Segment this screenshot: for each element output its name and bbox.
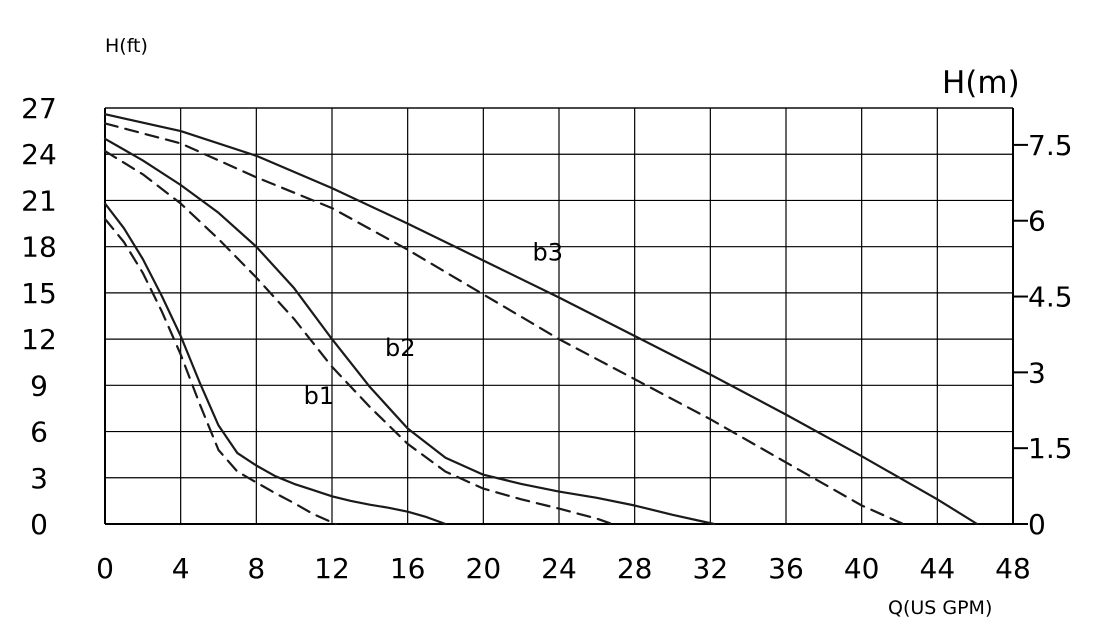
curve-b3-solid	[103, 113, 979, 526]
curve-b2-dashed	[103, 150, 614, 526]
y-left-tick-label: 6	[30, 416, 48, 449]
y-left-tick-label: 3	[30, 462, 48, 495]
x-tick-label: 4	[172, 552, 190, 585]
curve-b2-solid	[103, 137, 716, 526]
y-left-axis-title: H(ft)	[105, 35, 148, 57]
x-tick-label: 36	[768, 552, 804, 585]
y-right-axis-title: H(m)	[942, 65, 1020, 101]
plot-frame	[104, 107, 1014, 525]
x-tick-label: 20	[466, 552, 502, 585]
curve-label-b1: b1	[304, 382, 335, 410]
tick-marks	[1013, 143, 1028, 525]
x-tick-label: 32	[693, 552, 729, 585]
y-right-tick-label: 1.5	[1028, 432, 1073, 465]
tick-labels: 0 4 8 12 16 20 24 28 32 36 40 44 4803691215182124270…	[21, 92, 1072, 585]
grid-lines	[105, 107, 1013, 524]
y-left-tick-label: 0	[30, 508, 48, 541]
y-right-tick-label: 3	[1028, 356, 1046, 389]
y-left-tick-label: 27	[21, 92, 57, 125]
x-tick-label: 12	[314, 552, 350, 585]
curve-labels: b1 b2 b3	[304, 239, 563, 410]
curve-label-b2: b2	[385, 334, 416, 362]
curve-label-b3: b3	[533, 239, 564, 267]
x-tick-label: 24	[541, 552, 577, 585]
x-tick-label: 16	[390, 552, 426, 585]
curve-b3-dashed	[103, 122, 905, 526]
y-left-tick-label: 9	[30, 369, 48, 402]
y-right-tick-label: 4.5	[1028, 281, 1073, 314]
x-tick-label: 48	[995, 552, 1031, 585]
x-tick-label: 8	[247, 552, 265, 585]
x-tick-label: 28	[617, 552, 653, 585]
curve-b1-solid	[103, 202, 447, 526]
x-axis-title: Q(US GPM)	[888, 597, 992, 619]
y-left-tick-label: 15	[21, 277, 57, 310]
y-right-tick-label: 6	[1028, 205, 1046, 238]
x-tick-label: 44	[920, 552, 956, 585]
curve-series	[103, 113, 979, 526]
x-tick-label: 0	[96, 552, 114, 585]
y-right-tick-label: 0	[1028, 508, 1046, 541]
y-left-tick-label: 21	[21, 184, 57, 217]
y-left-tick-label: 18	[21, 231, 57, 264]
x-tick-label: 40	[844, 552, 880, 585]
y-left-tick-label: 24	[21, 138, 57, 171]
y-left-tick-label: 12	[21, 323, 57, 356]
y-right-tick-label: 7.5	[1028, 129, 1073, 162]
curve-b1-dashed	[103, 217, 337, 526]
